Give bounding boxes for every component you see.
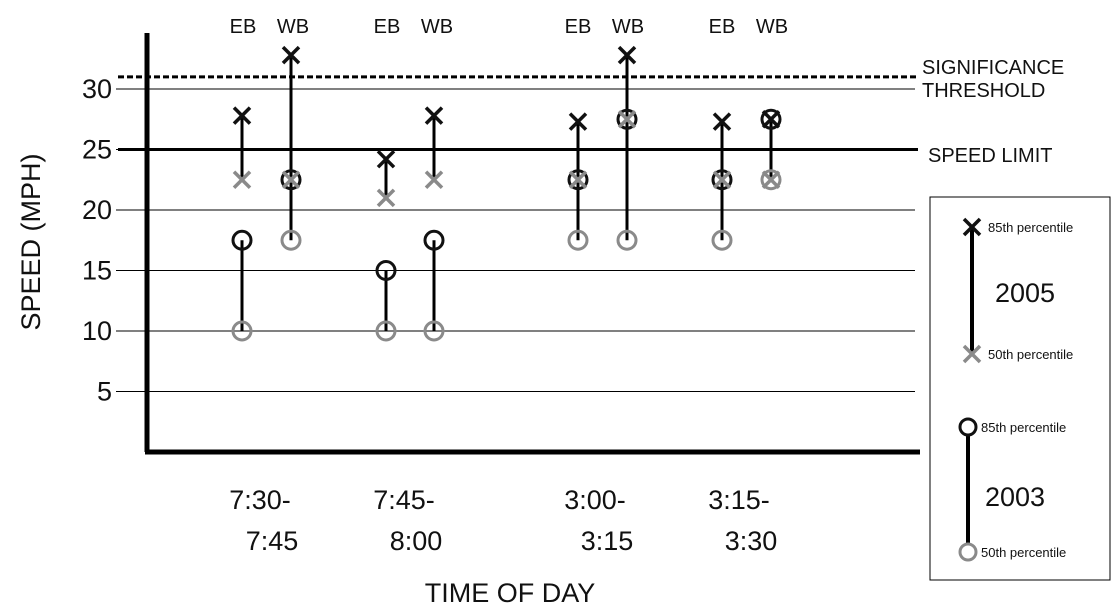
gridlines bbox=[147, 88, 915, 392]
group-7-wb-2003-p85-circle bbox=[760, 108, 782, 130]
legend-2005-year: 2005 bbox=[995, 278, 1055, 308]
reference-lines bbox=[118, 75, 918, 151]
group-1-wb-2003-p50-circle bbox=[280, 229, 302, 251]
period-label-line2-0: 7:45 bbox=[246, 526, 299, 556]
group-5-wb-2005-p85-x bbox=[617, 45, 637, 65]
group-2-eb-2005-p85-x bbox=[376, 149, 396, 169]
y-tick-label-20: 20 bbox=[82, 195, 112, 225]
group-7-wb bbox=[760, 108, 782, 191]
group-3-wb-2005-p50-x bbox=[424, 170, 444, 189]
group-3-wb-2005-p85-x bbox=[424, 106, 444, 125]
legend-box bbox=[929, 196, 1111, 581]
legend-2005-85-x-icon bbox=[962, 217, 982, 237]
group-5-wb-2005-p50-x bbox=[617, 110, 637, 129]
direction-label-wb-2: WB bbox=[612, 16, 644, 38]
group-1-wb-2005-p85-x bbox=[281, 45, 301, 65]
group-1-wb-2003-p85-circle bbox=[280, 169, 302, 191]
reference-line-labels: SIGNIFICANCE THRESHOLD SPEED LIMIT bbox=[922, 57, 1064, 167]
legend-2003-50-circle-icon bbox=[958, 542, 978, 562]
group-5-wb-2003-p85-circle bbox=[616, 108, 638, 130]
group-3-wb-2003-p50-circle bbox=[423, 320, 445, 342]
legend-2005-50-x-icon bbox=[962, 344, 982, 364]
group-5-wb bbox=[616, 45, 638, 251]
legend: 85th percentile 50th percentile 2005 85t… bbox=[929, 196, 1111, 581]
group-3-wb bbox=[423, 106, 445, 342]
group-7-wb-2005-p50-x bbox=[761, 170, 781, 189]
group-2-eb-2003-p85-circle bbox=[375, 260, 397, 281]
axes bbox=[144, 33, 920, 455]
direction-label-eb-1: EB bbox=[374, 16, 401, 38]
legend-2003-85-label: 85th percentile bbox=[981, 420, 1066, 435]
group-1-wb bbox=[280, 45, 302, 251]
group-6-eb-2005-p85-x bbox=[712, 112, 732, 131]
group-6-eb-2005-p50-x bbox=[712, 170, 732, 189]
x-axis-label: TIME OF DAY bbox=[425, 578, 596, 607]
data-marks bbox=[231, 45, 782, 342]
group-0-eb bbox=[231, 106, 253, 342]
group-5-wb-2003-p50-circle bbox=[616, 229, 638, 251]
direction-label-eb-0: EB bbox=[230, 16, 257, 38]
period-label-line2-3: 3:30 bbox=[725, 526, 778, 556]
y-tick-label-15: 15 bbox=[82, 256, 112, 286]
direction-label-eb-3: EB bbox=[709, 16, 736, 38]
category-labels: EB WB 7:30- 7:45 EB WB 7:45- 8:00 EB WB 3:00- 3:15 E… bbox=[229, 16, 788, 556]
direction-label-wb-0: WB bbox=[277, 16, 309, 38]
group-4-eb-2003-p85-circle bbox=[567, 169, 589, 191]
y-tick-labels: 5 10 15 20 25 30 bbox=[82, 74, 147, 407]
significance-label-line2: THRESHOLD bbox=[922, 80, 1045, 102]
group-7-wb-2003-p50-circle bbox=[760, 169, 782, 191]
group-2-eb-2003-p50-circle bbox=[375, 320, 397, 342]
direction-label-wb-1: WB bbox=[421, 16, 453, 38]
group-0-eb-2005-p50-x bbox=[232, 170, 252, 189]
group-3-wb-2003-p85-circle bbox=[423, 229, 445, 251]
period-label-line2-2: 3:15 bbox=[581, 526, 634, 556]
legend-2005-50-label: 50th percentile bbox=[988, 347, 1073, 362]
period-label-line1-3: 3:15- bbox=[708, 485, 770, 515]
y-tick-label-5: 5 bbox=[97, 377, 112, 407]
group-4-eb bbox=[567, 112, 589, 251]
significance-label-line1: SIGNIFICANCE bbox=[922, 57, 1064, 79]
y-tick-label-10: 10 bbox=[82, 316, 112, 346]
legend-2003-50-label: 50th percentile bbox=[981, 545, 1066, 560]
group-2-eb-2005-p50-x bbox=[376, 188, 396, 208]
period-label-line1-0: 7:30- bbox=[229, 485, 291, 515]
y-tick-label-25: 25 bbox=[82, 135, 112, 165]
group-7-wb-2005-p85-x bbox=[761, 110, 781, 129]
group-2-eb bbox=[375, 149, 397, 342]
legend-2005-85-label: 85th percentile bbox=[988, 220, 1073, 235]
direction-label-wb-3: WB bbox=[756, 16, 788, 38]
y-axis-label: SPEED (MPH) bbox=[16, 153, 46, 330]
group-4-eb-2003-p50-circle bbox=[567, 229, 589, 251]
period-label-line2-1: 8:00 bbox=[390, 526, 443, 556]
group-4-eb-2005-p50-x bbox=[568, 170, 588, 189]
group-6-eb bbox=[711, 112, 733, 251]
group-0-eb-2005-p85-x bbox=[232, 106, 252, 125]
legend-2003-year: 2003 bbox=[985, 482, 1045, 512]
group-6-eb-2003-p85-circle bbox=[711, 169, 733, 191]
legend-2003-85-circle-icon bbox=[958, 417, 978, 437]
group-1-wb-2005-p50-x bbox=[281, 170, 301, 189]
period-label-line1-1: 7:45- bbox=[373, 485, 435, 515]
group-0-eb-2003-p50-circle bbox=[231, 320, 253, 342]
group-6-eb-2003-p50-circle bbox=[711, 229, 733, 251]
group-0-eb-2003-p85-circle bbox=[231, 229, 253, 251]
y-tick-label-30: 30 bbox=[82, 74, 112, 104]
period-label-line1-2: 3:00- bbox=[564, 485, 626, 515]
direction-label-eb-2: EB bbox=[565, 16, 592, 38]
group-4-eb-2005-p85-x bbox=[568, 112, 588, 131]
speed-limit-label: SPEED LIMIT bbox=[928, 145, 1052, 167]
